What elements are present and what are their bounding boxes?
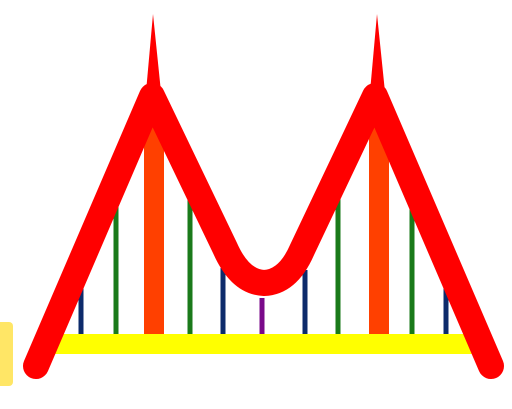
left-spire [146,14,161,92]
right-spire [370,14,385,92]
main-cable [23,83,504,379]
side-panel-tab[interactable] [0,322,13,386]
hanger-cables [78,195,449,334]
right-tower [369,110,389,334]
bridge-deck [48,334,480,354]
left-tower [144,110,164,334]
